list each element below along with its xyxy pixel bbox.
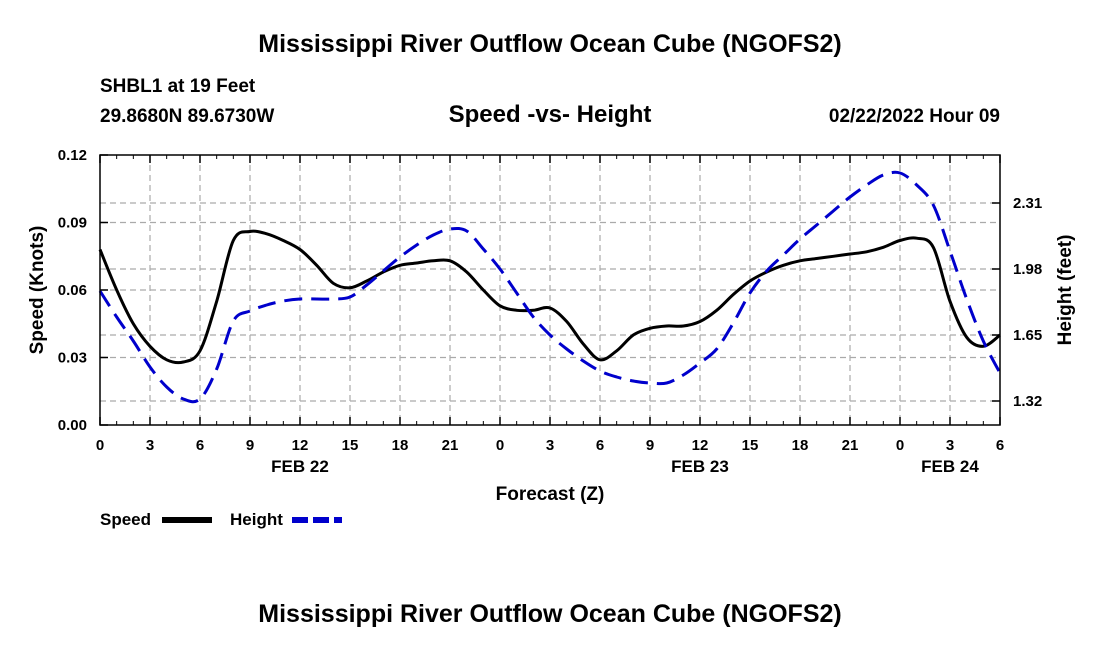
x-tick-label: 12 (692, 437, 709, 454)
bottom-title: Mississippi River Outflow Ocean Cube (NG… (258, 600, 842, 628)
chart-title: Speed -vs- Height (448, 101, 652, 128)
x-axis-title: Forecast (Z) (496, 484, 605, 505)
x-tick-label: 3 (946, 437, 954, 454)
grid (100, 155, 1000, 425)
y2-tick-label: 1.98 (1013, 261, 1042, 278)
axes: 0 3 6 9 12 15 18 21 0 3 6 9 12 15 18 21 0 3 6 0.00 0.03 0.06 0… (27, 147, 1076, 505)
x-tick-label: 9 (646, 437, 654, 454)
legend: Speed Height (100, 510, 342, 529)
x-tick-label: 3 (546, 437, 554, 454)
y2-tick-label: 1.32 (1013, 393, 1042, 410)
coordinates-label: 29.8680N 89.6730W (100, 106, 275, 127)
x-tick-label: 15 (742, 437, 759, 454)
series-layer (98, 170, 1002, 404)
x-tick-label: 21 (842, 437, 859, 454)
datetime-label: 02/22/2022 Hour 09 (828, 106, 1000, 127)
x-tick-label: 3 (146, 437, 154, 454)
x-tick-label: 6 (996, 437, 1004, 454)
y2-tick-label: 2.31 (1013, 195, 1042, 212)
series-line-height (98, 170, 1002, 404)
x-tick-label: 0 (96, 437, 104, 454)
y-tick-label: 0.00 (58, 417, 87, 434)
y-tick-label: 0.09 (58, 215, 87, 232)
x-tick-label: 9 (246, 437, 254, 454)
series-line-speed (98, 229, 1001, 365)
date-label: FEB 23 (671, 457, 729, 476)
y-tick-label: 0.06 (58, 282, 87, 299)
x-tick-label: 0 (896, 437, 904, 454)
x-tick-label: 12 (292, 437, 309, 454)
x-tick-label: 18 (792, 437, 809, 454)
x-tick-label: 6 (596, 437, 604, 454)
x-tick-label: 18 (392, 437, 409, 454)
date-label: FEB 22 (271, 457, 329, 476)
x-tick-label: 15 (342, 437, 359, 454)
y-tick-label: 0.03 (58, 350, 87, 367)
y-axis-title: Speed (Knots) (27, 226, 48, 355)
main-title: Mississippi River Outflow Ocean Cube (NG… (258, 30, 842, 58)
legend-label-speed: Speed (100, 510, 151, 529)
date-label: FEB 24 (921, 457, 979, 476)
x-tick-label: 21 (442, 437, 459, 454)
legend-label-height: Height (230, 510, 283, 529)
y2-tick-label: 1.65 (1013, 327, 1042, 344)
station-label: SHBL1 at 19 Feet (100, 76, 256, 97)
x-tick-label: 6 (196, 437, 204, 454)
y-tick-label: 0.12 (58, 147, 87, 164)
x-tick-label: 0 (496, 437, 504, 454)
y2-axis-title: Height (feet) (1055, 235, 1076, 346)
